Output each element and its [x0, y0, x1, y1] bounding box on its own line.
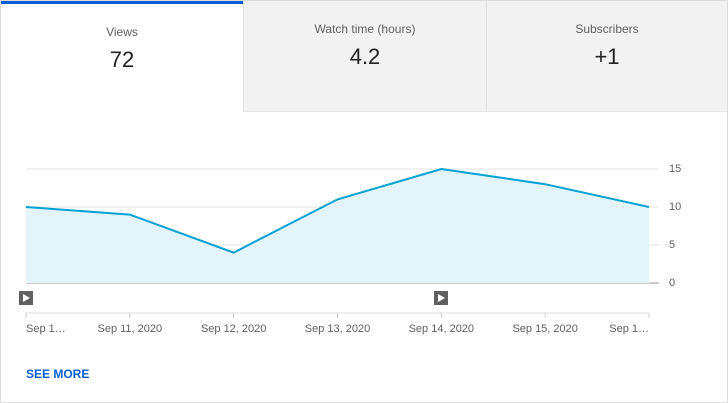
x-tick-label: Sep 13, 2020	[305, 323, 370, 335]
tab-value: 4.2	[349, 44, 381, 69]
y-tick-label: 0	[669, 277, 675, 289]
tab-label: Watch time (hours)	[314, 22, 416, 36]
tab[interactable]: Subscribers +1	[486, 1, 727, 112]
x-tick-label: Sep 12, 2020	[201, 323, 266, 335]
tab-value: +1	[594, 44, 620, 69]
tab-label: Subscribers	[575, 22, 639, 36]
x-tick-label: Sep 1…	[609, 323, 649, 335]
x-tick-label: Sep 11, 2020	[98, 323, 163, 335]
line	[25, 167, 650, 254]
play-icon	[23, 294, 30, 302]
x-tick-label: Sep 1…	[26, 323, 66, 335]
chart: 0 5 10 15 Sep 1… Sep 11, 2020 Sep 12, 2020 Sep …	[19, 163, 681, 335]
tab-label: Views	[106, 25, 138, 39]
x-tick-label: Sep 14, 2020	[409, 323, 474, 335]
tab-value: 72	[109, 47, 135, 72]
y-tick-label: 5	[669, 239, 675, 251]
area	[26, 169, 649, 283]
tab[interactable]: Views 72	[1, 1, 243, 112]
see-more-link[interactable]: SEE MORE	[26, 367, 90, 381]
x-tick-label: Sep 15, 2020	[512, 323, 577, 335]
y-tick-label: 15	[669, 163, 681, 175]
tab[interactable]: Watch time (hours) 4.2	[243, 1, 486, 112]
y-tick-label: 10	[669, 201, 681, 213]
play-icon	[438, 294, 445, 302]
